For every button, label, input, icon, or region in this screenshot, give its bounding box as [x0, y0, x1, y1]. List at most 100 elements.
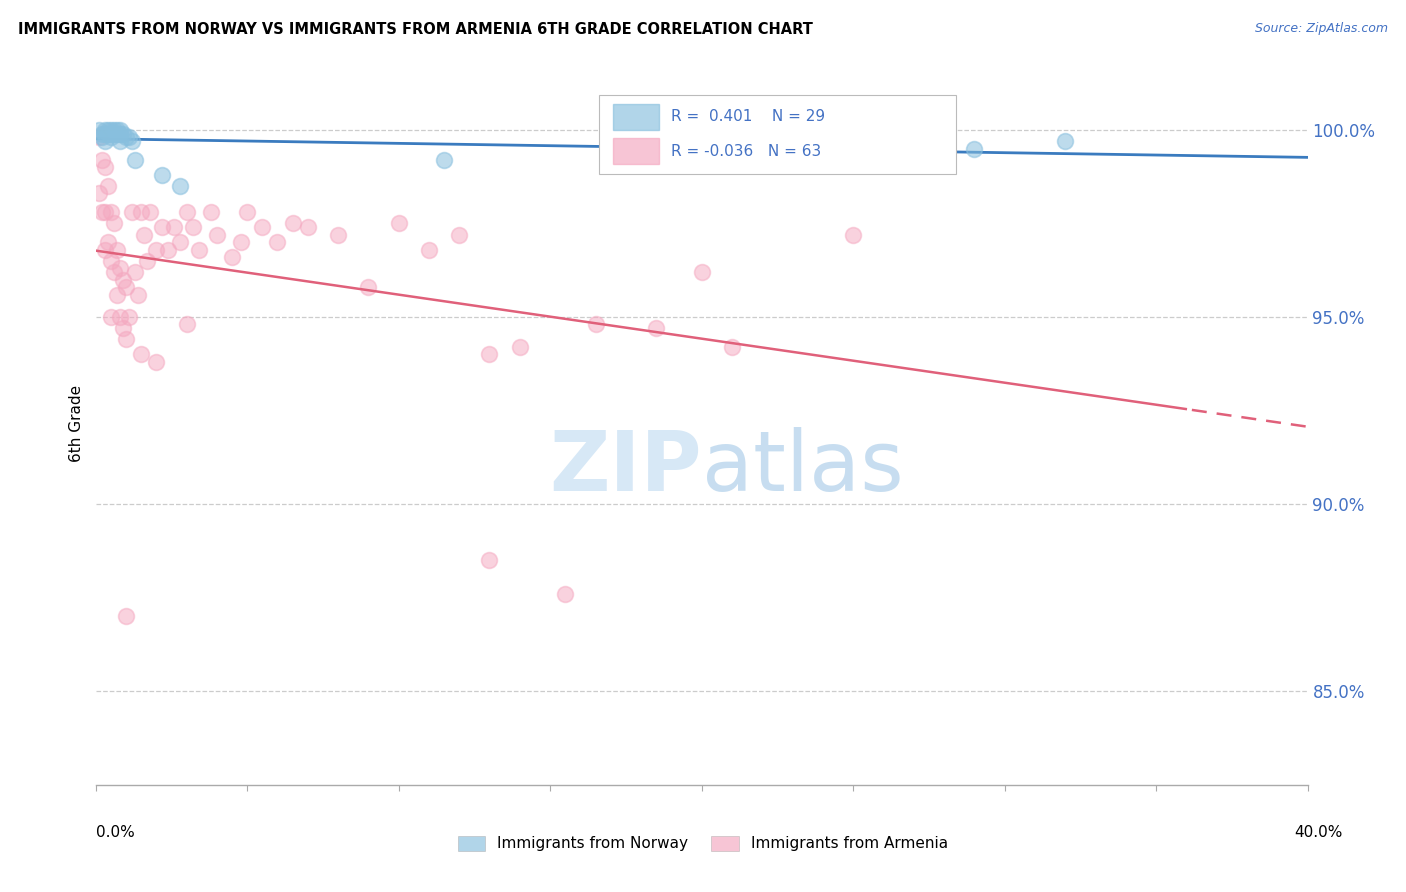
Point — [478, 553, 501, 567]
Point — [93, 243, 115, 257]
Point — [782, 149, 804, 163]
Text: ZIP: ZIP — [550, 426, 702, 508]
Point — [388, 216, 411, 230]
Point — [124, 153, 146, 167]
Text: 0.0%: 0.0% — [96, 825, 135, 840]
Point — [93, 127, 115, 141]
Point — [115, 280, 138, 294]
Point — [1054, 134, 1077, 148]
Point — [103, 123, 125, 137]
Point — [115, 130, 138, 145]
Point — [97, 123, 120, 137]
Point — [181, 220, 204, 235]
Point — [100, 123, 122, 137]
Point — [100, 253, 122, 268]
FancyBboxPatch shape — [599, 95, 956, 175]
Point — [90, 205, 112, 219]
Point — [357, 280, 380, 294]
Point — [97, 178, 120, 193]
Point — [87, 130, 110, 145]
Point — [100, 205, 122, 219]
Bar — [613, 138, 659, 164]
Bar — [613, 103, 659, 129]
Point — [115, 609, 138, 624]
Point — [221, 250, 243, 264]
Legend: Immigrants from Norway, Immigrants from Armenia: Immigrants from Norway, Immigrants from … — [451, 830, 955, 857]
Point — [163, 220, 186, 235]
Point — [129, 205, 152, 219]
Point — [266, 235, 288, 249]
Point — [100, 127, 122, 141]
Point — [127, 287, 149, 301]
Point — [100, 310, 122, 324]
Point — [139, 205, 162, 219]
Point — [281, 216, 304, 230]
Point — [145, 243, 167, 257]
Text: R =  0.401    N = 29: R = 0.401 N = 29 — [671, 109, 825, 124]
Point — [136, 253, 159, 268]
Point — [90, 130, 112, 145]
Point — [585, 318, 607, 332]
Point — [150, 168, 173, 182]
Point — [554, 587, 576, 601]
Text: IMMIGRANTS FROM NORWAY VS IMMIGRANTS FROM ARMENIA 6TH GRADE CORRELATION CHART: IMMIGRANTS FROM NORWAY VS IMMIGRANTS FRO… — [18, 22, 813, 37]
Point — [111, 127, 134, 141]
Point — [93, 134, 115, 148]
Point — [449, 227, 471, 242]
Point — [87, 123, 110, 137]
Point — [645, 321, 668, 335]
Point — [103, 127, 125, 141]
Point — [129, 347, 152, 361]
Point — [108, 123, 131, 137]
Point — [105, 287, 128, 301]
Point — [87, 186, 110, 201]
Point — [236, 205, 259, 219]
Point — [111, 272, 134, 286]
Point — [326, 227, 349, 242]
Point — [97, 127, 120, 141]
Point — [115, 333, 138, 347]
Point — [90, 153, 112, 167]
Point — [690, 265, 713, 279]
Point — [418, 243, 440, 257]
Point — [105, 127, 128, 141]
Point — [252, 220, 274, 235]
Point — [963, 142, 986, 156]
Text: R = -0.036   N = 63: R = -0.036 N = 63 — [671, 144, 821, 159]
Point — [90, 127, 112, 141]
Point — [100, 130, 122, 145]
Point — [842, 227, 865, 242]
Point — [124, 265, 146, 279]
Point — [297, 220, 319, 235]
Point — [105, 123, 128, 137]
Point — [169, 235, 191, 249]
Point — [108, 261, 131, 276]
Point — [93, 205, 115, 219]
Text: Source: ZipAtlas.com: Source: ZipAtlas.com — [1254, 22, 1388, 36]
Point — [157, 243, 180, 257]
Text: atlas: atlas — [702, 426, 903, 508]
Y-axis label: 6th Grade: 6th Grade — [69, 385, 84, 462]
Point — [108, 310, 131, 324]
Point — [205, 227, 228, 242]
Point — [200, 205, 222, 219]
Point — [478, 347, 501, 361]
Point — [121, 205, 143, 219]
Point — [187, 243, 209, 257]
Point — [111, 321, 134, 335]
Point — [229, 235, 252, 249]
Point — [103, 265, 125, 279]
Point — [509, 340, 531, 354]
Point — [145, 355, 167, 369]
Point — [103, 216, 125, 230]
Point — [132, 227, 155, 242]
Point — [176, 318, 198, 332]
Point — [176, 205, 198, 219]
Point — [108, 127, 131, 141]
Point — [150, 220, 173, 235]
Point — [721, 340, 744, 354]
Point — [93, 123, 115, 137]
Point — [118, 310, 141, 324]
Point — [121, 134, 143, 148]
Point — [169, 178, 191, 193]
